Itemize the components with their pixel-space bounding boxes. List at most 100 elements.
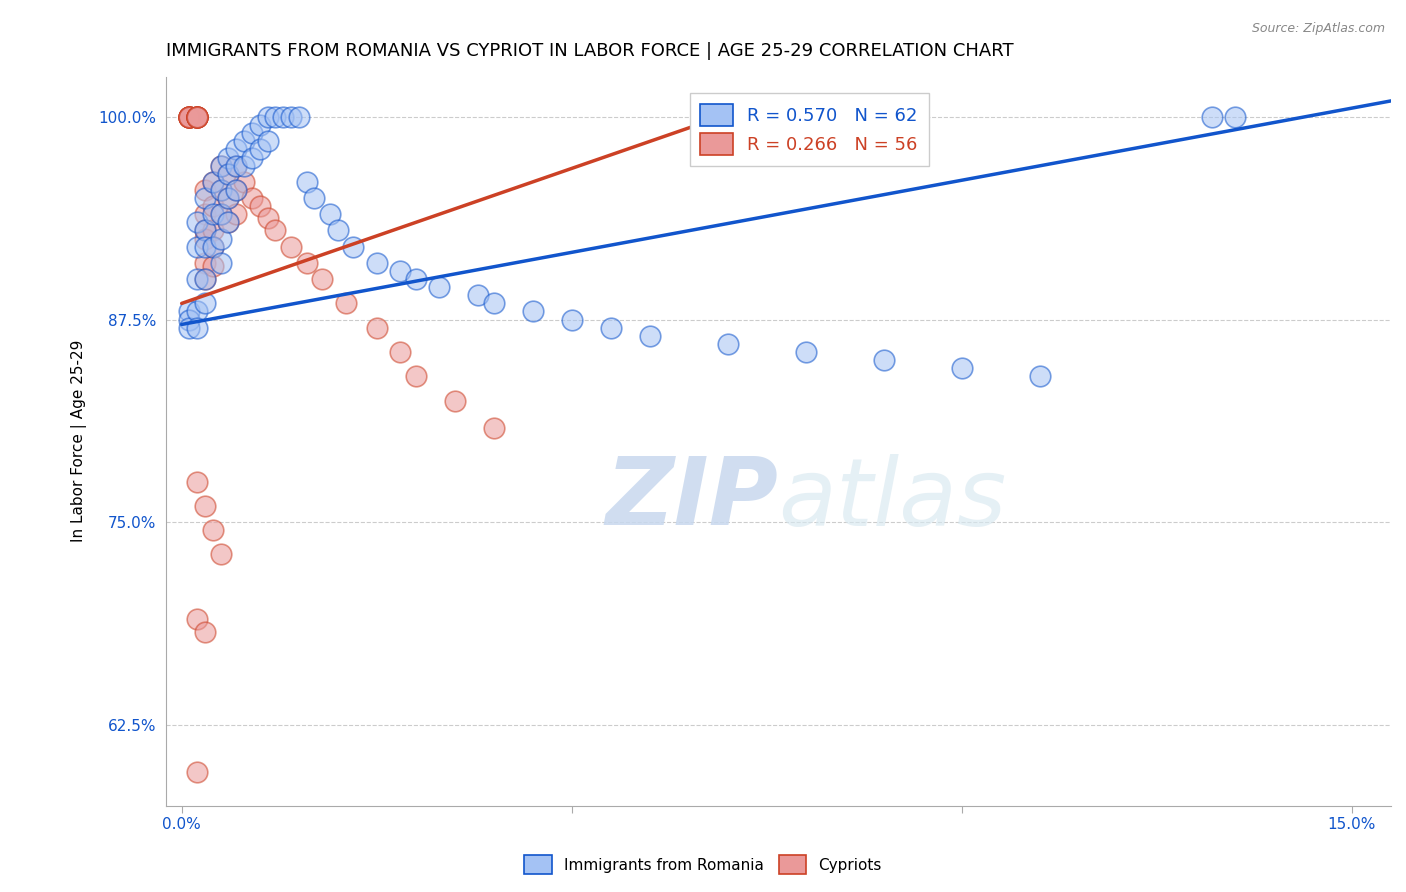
Point: [179, 110, 201, 124]
Point: [186, 110, 208, 124]
Point: [295, 256, 318, 270]
Point: [366, 256, 388, 270]
Point: [233, 159, 256, 173]
Point: [225, 143, 247, 157]
Point: [249, 143, 271, 157]
Point: [179, 110, 201, 124]
Point: [482, 296, 505, 310]
Point: [209, 159, 232, 173]
Point: [179, 110, 201, 124]
Point: [599, 320, 621, 334]
Point: [427, 280, 450, 294]
Point: [482, 421, 505, 435]
Point: [201, 175, 224, 189]
Point: [194, 296, 217, 310]
Point: [179, 110, 201, 124]
Point: [256, 135, 278, 149]
Point: [319, 207, 342, 221]
Point: [873, 353, 896, 368]
Point: [249, 118, 271, 132]
Point: [194, 499, 217, 513]
Point: [366, 320, 388, 334]
Point: [240, 191, 263, 205]
Point: [561, 312, 583, 326]
Point: [201, 207, 224, 221]
Point: [280, 240, 302, 254]
Text: atlas: atlas: [779, 454, 1007, 545]
Point: [249, 199, 271, 213]
Point: [179, 110, 201, 124]
Point: [194, 256, 217, 270]
Point: [194, 240, 217, 254]
Point: [342, 240, 364, 254]
Point: [209, 183, 232, 197]
Point: [304, 191, 326, 205]
Point: [218, 215, 240, 229]
Point: [179, 304, 201, 318]
Point: [326, 223, 349, 237]
Point: [186, 612, 208, 626]
Point: [186, 215, 208, 229]
Point: [233, 175, 256, 189]
Point: [389, 264, 412, 278]
Text: ZIP: ZIP: [606, 453, 779, 545]
Point: [467, 288, 489, 302]
Point: [186, 110, 208, 124]
Point: [194, 272, 217, 286]
Point: [218, 215, 240, 229]
Point: [287, 110, 309, 124]
Point: [201, 240, 224, 254]
Point: [194, 231, 217, 245]
Point: [186, 475, 208, 489]
Y-axis label: In Labor Force | Age 25-29: In Labor Force | Age 25-29: [72, 340, 87, 542]
Point: [1029, 369, 1052, 384]
Point: [522, 304, 544, 318]
Point: [218, 167, 240, 181]
Point: [194, 272, 217, 286]
Text: IMMIGRANTS FROM ROMANIA VS CYPRIOT IN LABOR FORCE | AGE 25-29 CORRELATION CHART: IMMIGRANTS FROM ROMANIA VS CYPRIOT IN LA…: [166, 42, 1014, 60]
Point: [218, 151, 240, 165]
Point: [225, 183, 247, 197]
Point: [209, 207, 232, 221]
Text: Source: ZipAtlas.com: Source: ZipAtlas.com: [1251, 22, 1385, 36]
Point: [186, 110, 208, 124]
Point: [225, 159, 247, 173]
Point: [295, 175, 318, 189]
Point: [186, 304, 208, 318]
Point: [201, 175, 224, 189]
Point: [186, 110, 208, 124]
Point: [240, 151, 263, 165]
Point: [271, 110, 294, 124]
Point: [218, 191, 240, 205]
Point: [179, 110, 201, 124]
Point: [201, 523, 224, 537]
Point: [179, 110, 201, 124]
Point: [256, 211, 278, 225]
Point: [186, 240, 208, 254]
Point: [389, 345, 412, 359]
Point: [186, 110, 208, 124]
Point: [225, 207, 247, 221]
Point: [280, 110, 302, 124]
Point: [201, 240, 224, 254]
Point: [186, 110, 208, 124]
Point: [179, 312, 201, 326]
Point: [794, 345, 817, 359]
Point: [209, 183, 232, 197]
Point: [201, 259, 224, 273]
Point: [264, 223, 287, 237]
Legend: R = 0.570   N = 62, R = 0.266   N = 56: R = 0.570 N = 62, R = 0.266 N = 56: [689, 93, 928, 166]
Point: [240, 126, 263, 140]
Point: [209, 256, 232, 270]
Point: [225, 183, 247, 197]
Point: [209, 548, 232, 562]
Point: [256, 110, 278, 124]
Point: [1223, 110, 1246, 124]
Point: [194, 625, 217, 640]
Point: [209, 159, 232, 173]
Point: [264, 110, 287, 124]
Point: [179, 110, 201, 124]
Point: [311, 272, 333, 286]
Point: [209, 231, 232, 245]
Point: [194, 223, 217, 237]
